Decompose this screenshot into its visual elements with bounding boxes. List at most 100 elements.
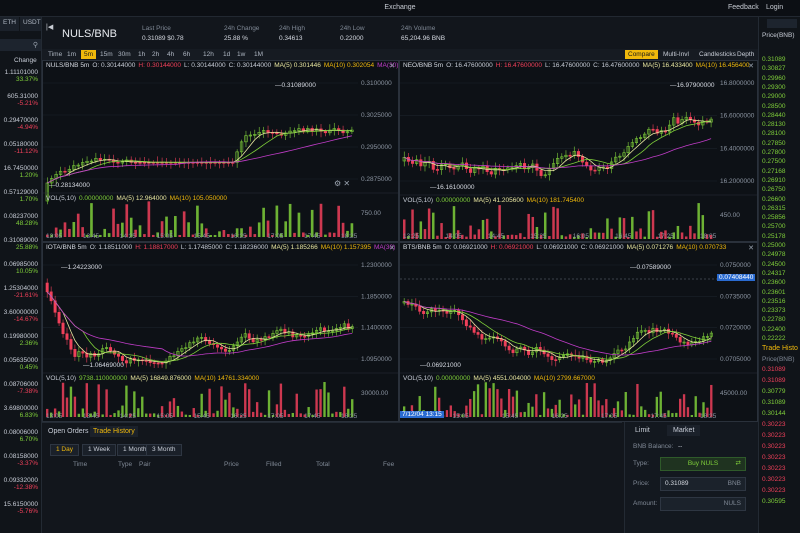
close-chart-icon[interactable]: ✕ xyxy=(748,63,754,70)
type-select[interactable]: Buy NULS ⇄ xyxy=(660,457,746,471)
orderbook-price[interactable]: 0.28130 xyxy=(762,121,786,129)
market-row[interactable]: 0.05180000 -11.12% xyxy=(0,141,41,155)
trade-history-price: 0.30223 xyxy=(762,487,786,494)
amount-input[interactable]: NULS xyxy=(660,497,746,511)
tab-open-orders[interactable]: Open Orders xyxy=(48,428,89,435)
tab-limit[interactable]: Limit xyxy=(635,427,650,434)
market-row[interactable]: 0.57129000 1.70% xyxy=(0,189,41,203)
orderbook-price[interactable]: 0.26910 xyxy=(762,176,786,184)
orderbook-price[interactable]: 0.28440 xyxy=(762,111,786,119)
market-row[interactable]: 0.08706000 -7.38% xyxy=(0,381,41,395)
orderbook-price[interactable]: 0.29300 xyxy=(762,83,786,91)
market-row[interactable]: 0.05635000 0.45% xyxy=(0,357,41,371)
settings-gear-icon[interactable]: ⚙ ✕ xyxy=(334,179,351,188)
candle-body xyxy=(612,353,616,359)
volume-bar xyxy=(690,414,694,417)
interval-2h[interactable]: 2h xyxy=(152,51,160,58)
tab-trade-history[interactable]: Trade History xyxy=(90,426,138,437)
market-row[interactable]: 0.19980000 2.36% xyxy=(0,333,41,347)
orderbook-price[interactable]: 0.29000 xyxy=(762,93,786,101)
feedback-link[interactable]: Feedback xyxy=(728,4,759,11)
market-row[interactable]: 0.08158000 -3.37% xyxy=(0,453,41,467)
orderbook-price[interactable]: 0.27500 xyxy=(762,158,786,166)
orderbook-price[interactable]: 0.24978 xyxy=(762,251,786,259)
candle-body xyxy=(670,332,674,335)
orderbook-price[interactable]: 0.23600 xyxy=(762,279,786,287)
interval-1m[interactable]: 1m xyxy=(67,51,77,58)
period-1-week[interactable]: 1 Week xyxy=(82,444,116,456)
interval-1w[interactable]: 1w xyxy=(237,51,246,58)
tab-eth[interactable]: ETH xyxy=(0,17,19,31)
chart-panel-nuls[interactable]: NULS/BNB 5m O: 0.30144000 H: 0.30144000 L: … xyxy=(42,60,399,242)
orderbook-price[interactable]: 0.25000 xyxy=(762,242,786,249)
orderbook-price[interactable]: 0.23516 xyxy=(762,297,786,305)
period-3-month[interactable]: 3 Month xyxy=(146,444,182,456)
market-search-input[interactable]: ⚲ xyxy=(0,39,41,51)
orderbook-price[interactable]: 0.26315 xyxy=(762,204,786,212)
orderbook-price[interactable]: 0.28500 xyxy=(762,102,786,110)
orderbook-price[interactable]: 0.23373 xyxy=(762,307,786,315)
market-row[interactable]: 0.29470000 -4.94% xyxy=(0,117,41,131)
volume-bar xyxy=(577,399,581,417)
chart-panel-bts[interactable]: BTS/BNB 5m O: 0.06921000 H: 0.06921000 L: 0… xyxy=(399,242,758,422)
orderbook-price[interactable]: 0.30827 xyxy=(762,65,786,73)
orderbook-price[interactable]: 0.25856 xyxy=(762,214,786,222)
orderbook-price[interactable]: 0.24317 xyxy=(762,269,786,277)
market-row[interactable]: 3.60000000 -14.67% xyxy=(0,309,41,323)
interval-5m[interactable]: 5m xyxy=(81,50,97,59)
market-row[interactable]: 605.31000 -5.21% xyxy=(0,93,41,107)
orderbook-price[interactable]: 0.22400 xyxy=(762,325,786,333)
chart-panel-neo[interactable]: NEO/BNB 5m O: 16.47600000 H: 16.47600000 L:… xyxy=(399,60,758,242)
orderbook-toggle[interactable] xyxy=(767,19,797,28)
chart-panel-iota[interactable]: IOTA/BNB 5m O: 1.18511000 H: 1.18817000 L: … xyxy=(42,242,399,422)
market-row[interactable]: 0.08006000 6.70% xyxy=(0,429,41,443)
market-row[interactable]: 1.25304000 -21.61% xyxy=(0,285,41,299)
interval-1d[interactable]: 1d xyxy=(223,51,231,58)
collapse-sidebar-icon[interactable]: |◀ xyxy=(46,24,54,31)
orderbook-price[interactable]: 0.25700 xyxy=(762,223,786,231)
tab-usdt[interactable]: USDT xyxy=(20,17,41,31)
market-row[interactable]: 16.7450000 1.20% xyxy=(0,165,41,179)
orderbook-price[interactable]: 0.22780 xyxy=(762,316,786,324)
market-row[interactable]: 0.08237000 48.28% xyxy=(0,213,41,227)
toolbar-candlesticks-button[interactable]: Candlesticks xyxy=(699,51,736,58)
interval-12h[interactable]: 12h xyxy=(203,51,214,58)
price-input[interactable]: 0.31089 BNB xyxy=(660,477,746,491)
market-row[interactable]: 0.09332000 -12.38% xyxy=(0,477,41,491)
orderbook-price[interactable]: 0.27800 xyxy=(762,149,786,156)
orderbook-price[interactable]: 0.27850 xyxy=(762,139,786,147)
orderbook-price[interactable]: 0.29960 xyxy=(762,74,786,82)
interval-6h[interactable]: 6h xyxy=(183,51,191,58)
orderbook-price[interactable]: 0.28100 xyxy=(762,130,786,138)
close-chart-icon[interactable]: ✕ xyxy=(389,63,395,70)
market-row[interactable]: 1.11101000 33.37% xyxy=(0,69,41,83)
toolbar-depth-button[interactable]: Depth xyxy=(737,51,755,58)
interval-time[interactable]: Time xyxy=(48,51,63,58)
tab-market[interactable]: Market xyxy=(667,425,701,436)
orderbook-price[interactable]: 0.26750 xyxy=(762,186,786,194)
orderbook-price[interactable]: 0.25178 xyxy=(762,232,786,240)
orderbook-price[interactable]: 0.26600 xyxy=(762,195,786,203)
market-row[interactable]: 0.31089000 25.88% xyxy=(0,237,41,251)
period-1-day[interactable]: 1 Day xyxy=(50,444,79,456)
toolbar-compare-button[interactable]: Compare xyxy=(625,50,658,59)
toolbar-multi-invl-button[interactable]: Multi-Invl xyxy=(663,51,690,58)
close-chart-icon[interactable]: ✕ xyxy=(748,245,754,252)
volume-bar xyxy=(432,212,435,239)
interval-15m[interactable]: 15m xyxy=(100,51,113,58)
orderbook-price[interactable]: 0.22222 xyxy=(762,335,786,342)
orderbook-price[interactable]: 0.23601 xyxy=(762,288,786,296)
login-link[interactable]: Login xyxy=(766,4,784,11)
market-row[interactable]: 0.06985000 10.05% xyxy=(0,261,41,275)
market-row[interactable]: 15.6150000 -5.76% xyxy=(0,501,41,515)
interval-4h[interactable]: 4h xyxy=(167,51,175,58)
close-chart-icon[interactable]: ✕ xyxy=(389,245,395,252)
orderbook-price[interactable]: 0.24500 xyxy=(762,260,786,268)
interval-1m[interactable]: 1M xyxy=(254,51,264,58)
trade-history-price: 0.30223 xyxy=(762,465,786,472)
orderbook-price[interactable]: 0.31089 xyxy=(762,56,786,63)
interval-30m[interactable]: 30m xyxy=(118,51,131,58)
orderbook-price[interactable]: 0.27168 xyxy=(762,167,786,175)
interval-1h[interactable]: 1h xyxy=(138,51,146,58)
market-row[interactable]: 3.69800000 6.83% xyxy=(0,405,41,419)
